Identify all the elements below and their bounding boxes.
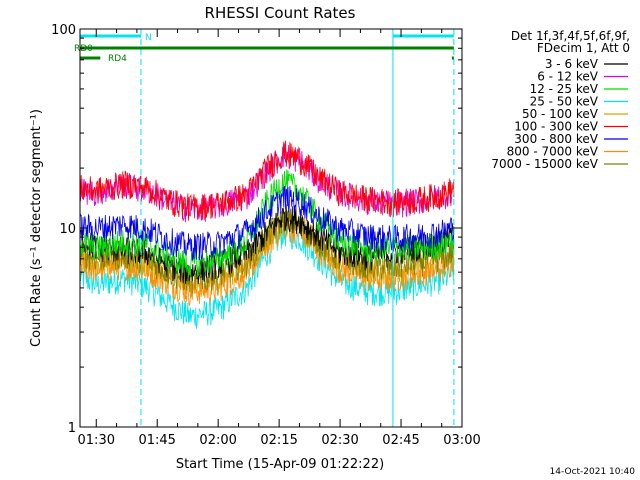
legend-label: 12 - 25 keV bbox=[530, 82, 599, 96]
series-line-1 bbox=[79, 143, 455, 223]
legend-label: 6 - 12 keV bbox=[537, 70, 599, 84]
series-line-4 bbox=[79, 209, 455, 298]
legend-label: 50 - 100 keV bbox=[522, 107, 599, 121]
legend-header-line-1: Det 1f,3f,4f,5f,6f,9f, bbox=[511, 29, 630, 43]
plot-area: N RD0 RD4 01:30 01:45 02:00 02:15 02:30 02:45 03:… bbox=[51, 23, 481, 448]
y-tick-label: 10 bbox=[59, 222, 76, 237]
x-tick-label: 01:30 bbox=[78, 433, 115, 448]
flag-bar-label-rd0: RD0 bbox=[74, 44, 93, 54]
legend-label: 7000 - 15000 keV bbox=[491, 157, 598, 171]
series-line-0 bbox=[79, 204, 455, 285]
legend-label: 3 - 6 keV bbox=[545, 57, 599, 71]
y-axis-label: Count Rate (s⁻¹ detector segment⁻¹) bbox=[29, 109, 44, 347]
x-tick-label: 02:00 bbox=[199, 433, 236, 448]
x-tick-label: 01:45 bbox=[138, 433, 175, 448]
series-line-3 bbox=[79, 219, 455, 329]
x-tick-label: 02:30 bbox=[321, 433, 358, 448]
legend-label: 800 - 7000 keV bbox=[507, 145, 599, 159]
series-line-5 bbox=[79, 140, 455, 221]
footer-date: 14-Oct-2021 10:40 bbox=[550, 467, 636, 477]
legend-label: 25 - 50 keV bbox=[530, 95, 599, 109]
y-tick-label: 1 bbox=[68, 421, 76, 436]
flag-bar-label-rd4: RD4 bbox=[108, 54, 127, 64]
flag-bar-label-n: N bbox=[145, 33, 152, 43]
chart-title: RHESSI Count Rates bbox=[205, 4, 356, 22]
x-tick-label: 02:15 bbox=[260, 433, 297, 448]
legend-header-line-2: FDecim 1, Att 0 bbox=[537, 41, 630, 55]
x-axis-label: Start Time (15-Apr-09 01:22:22) bbox=[176, 457, 384, 472]
series-line-6 bbox=[79, 185, 455, 262]
plot-frame bbox=[79, 28, 463, 428]
y-tick-label: 100 bbox=[51, 23, 76, 38]
x-tick-label: 03:00 bbox=[443, 433, 480, 448]
x-tick-label: 02:45 bbox=[382, 433, 419, 448]
legend-label: 100 - 300 keV bbox=[514, 120, 598, 134]
legend-label: 300 - 800 keV bbox=[514, 132, 598, 146]
